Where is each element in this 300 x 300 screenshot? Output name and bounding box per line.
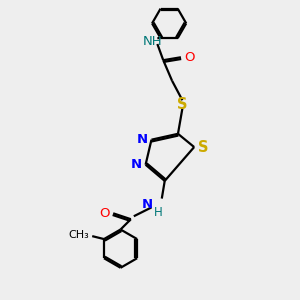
Text: S: S [177, 97, 188, 112]
Text: O: O [99, 207, 110, 220]
Text: CH₃: CH₃ [68, 230, 89, 240]
Text: N: N [142, 198, 153, 211]
Text: H: H [154, 206, 162, 219]
Text: NH: NH [143, 34, 163, 48]
Text: N: N [137, 133, 148, 146]
Text: S: S [198, 140, 208, 154]
Text: N: N [131, 158, 142, 171]
Text: O: O [184, 51, 194, 64]
